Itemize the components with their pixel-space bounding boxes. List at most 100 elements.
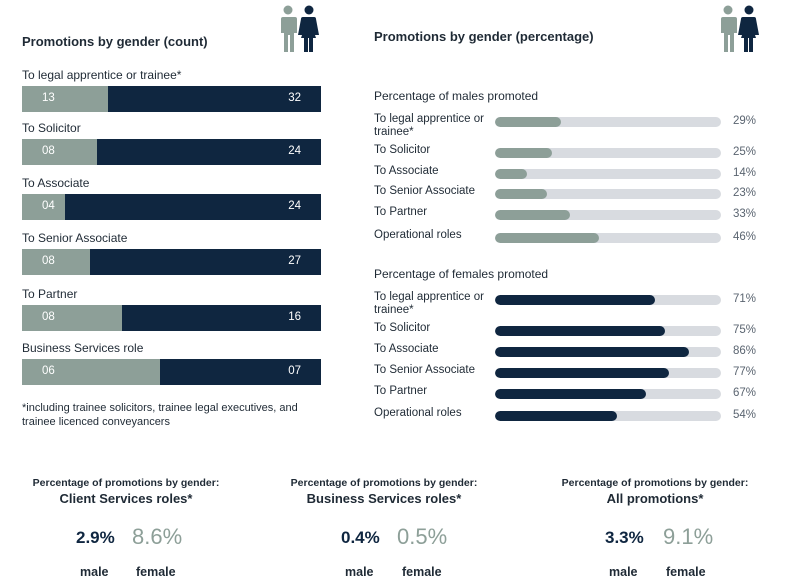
male-pct-bar-track [495, 233, 721, 243]
summary-male-value: 0.4% [341, 528, 380, 547]
count-bar-male-label: 13 [42, 92, 55, 104]
male-pct-category-label: Operational roles [374, 229, 462, 241]
male-person-icon [281, 5, 297, 52]
count-bar-female: 16 [121, 305, 321, 331]
count-bar-female-label: 24 [288, 200, 301, 212]
count-bar-male-label: 04 [42, 200, 55, 212]
female-pct-category-label: To legal apprentice or trainee* [374, 291, 484, 316]
summary-female-value: 0.5% [397, 524, 448, 549]
summary-female-value: 8.6% [132, 524, 183, 549]
count-bar-male-label: 08 [42, 255, 55, 267]
male-pct-bar-fill [495, 210, 570, 220]
female-person-icon [298, 5, 319, 52]
count-bar-male: 08 [22, 305, 122, 331]
summary-female-value: 9.1% [663, 524, 714, 549]
summary-business-services: Percentage of promotions by gender: Busi… [264, 477, 504, 506]
female-person-icon [738, 5, 759, 52]
male-pct-bar-fill [495, 117, 561, 127]
male-pct-bar-fill [495, 169, 527, 179]
female-pct-category-label: To Senior Associate [374, 364, 476, 376]
count-bar-male: 08 [22, 139, 97, 165]
summary-caption: Percentage of promotions by gender: [290, 477, 478, 489]
count-bar: 08 27 [22, 249, 321, 275]
summary-female-label: female [136, 565, 176, 579]
male-pct-bar-fill [495, 148, 552, 158]
female-pct-subtitle: Percentage of females promoted [374, 267, 549, 281]
female-pct-bar-fill [495, 368, 670, 378]
count-bar-female: 24 [96, 139, 321, 165]
male-pct-category-label: To Senior Associate [374, 185, 476, 197]
male-pct-subtitle: Percentage of males promoted [374, 89, 539, 103]
female-pct-bar-fill [495, 326, 665, 336]
summary-caption: Percentage of promotions by gender: [561, 477, 749, 489]
summary-title: All promotions* [606, 491, 704, 506]
count-category-label: To Senior Associate [22, 231, 128, 245]
female-pct-bar-track [495, 411, 721, 421]
male-pct-value-label: 33% [733, 208, 757, 220]
count-bar-female-label: 16 [288, 311, 301, 323]
summary-male-value: 3.3% [605, 528, 644, 547]
gender-icons-percentage [721, 5, 759, 52]
female-pct-bar-track [495, 326, 721, 336]
summary-title: Client Services roles* [59, 491, 193, 506]
count-bar-female-label: 27 [288, 255, 301, 267]
male-pct-bar-track [495, 117, 721, 127]
female-pct-bar-track [495, 389, 721, 399]
count-bar: 13 32 [22, 86, 321, 112]
female-pct-value-label: 86% [733, 345, 757, 357]
female-pct-category-label: To Associate [374, 343, 439, 355]
count-category-label: To Partner [22, 287, 78, 301]
male-pct-value-label: 14% [733, 167, 757, 179]
summary-client-services: Percentage of promotions by gender: Clie… [6, 477, 246, 506]
summary-female-label: female [402, 565, 442, 579]
female-pct-value-label: 75% [733, 324, 757, 336]
count-bar-male: 08 [22, 249, 91, 275]
count-bar: 04 24 [22, 194, 321, 220]
female-pct-bar-track [495, 368, 721, 378]
count-bar-male: 13 [22, 86, 109, 112]
count-bar-female-label: 07 [288, 365, 301, 377]
count-bar-male: 06 [22, 359, 160, 385]
female-pct-bar-track [495, 295, 721, 305]
pct-chart-title: Promotions by gender (percentage) [374, 29, 594, 44]
female-pct-category-label: To Partner [374, 385, 428, 397]
summary-title: Business Services roles* [306, 491, 462, 506]
count-bar: 08 24 [22, 139, 321, 165]
count-chart-title: Promotions by gender (count) [22, 34, 208, 49]
female-pct-bar-fill [495, 389, 647, 399]
count-bar-male-label: 08 [42, 145, 55, 157]
count-bar-male-label: 06 [42, 365, 55, 377]
female-pct-value-label: 54% [733, 409, 757, 421]
count-category-label: To Associate [22, 176, 90, 190]
male-pct-bar-track [495, 148, 721, 158]
gender-icons-count [281, 5, 319, 52]
female-pct-bar-track [495, 347, 721, 357]
male-pct-bar-track [495, 189, 721, 199]
female-pct-value-label: 71% [733, 293, 757, 305]
count-category-label: To Solicitor [22, 121, 81, 135]
male-pct-category-label: To Solicitor [374, 144, 431, 156]
male-pct-value-label: 46% [733, 231, 757, 243]
male-pct-bar-fill [495, 189, 547, 199]
count-bar-male: 04 [22, 194, 65, 220]
summary-caption: Percentage of promotions by gender: [32, 477, 220, 489]
male-pct-category-label: To Partner [374, 206, 428, 218]
count-bar: 08 16 [22, 305, 321, 331]
summary-all-promotions: Percentage of promotions by gender: All … [535, 477, 775, 506]
female-pct-value-label: 77% [733, 366, 757, 378]
summary-female-label: female [666, 565, 706, 579]
male-pct-category-label: To legal apprentice or trainee* [374, 113, 484, 138]
summary-male-value: 2.9% [76, 528, 115, 547]
count-bar-female: 27 [90, 249, 321, 275]
female-pct-bar-fill [495, 347, 690, 357]
male-pct-bar-fill [495, 233, 599, 243]
count-chart-footnote: *including trainee solicitors, trainee l… [22, 402, 298, 428]
male-pct-value-label: 23% [733, 187, 757, 199]
male-person-icon [721, 5, 737, 52]
female-pct-bar-fill [495, 295, 656, 305]
count-bar-female: 32 [108, 86, 321, 112]
female-pct-category-label: Operational roles [374, 407, 462, 419]
female-pct-value-label: 67% [733, 387, 757, 399]
male-pct-category-label: To Associate [374, 165, 439, 177]
count-category-label: To legal apprentice or trainee* [22, 68, 182, 82]
